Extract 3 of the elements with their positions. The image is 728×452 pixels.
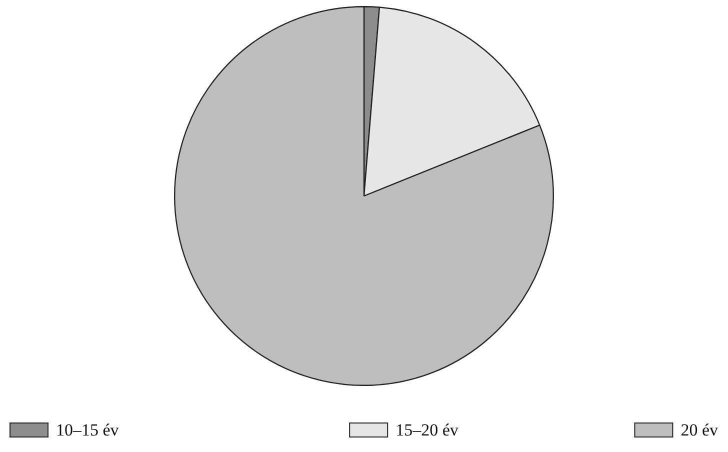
legend-label: 20 év xyxy=(680,420,718,440)
legend-label: 10–15 év xyxy=(56,420,120,440)
legend-label: 15–20 év xyxy=(396,420,459,440)
